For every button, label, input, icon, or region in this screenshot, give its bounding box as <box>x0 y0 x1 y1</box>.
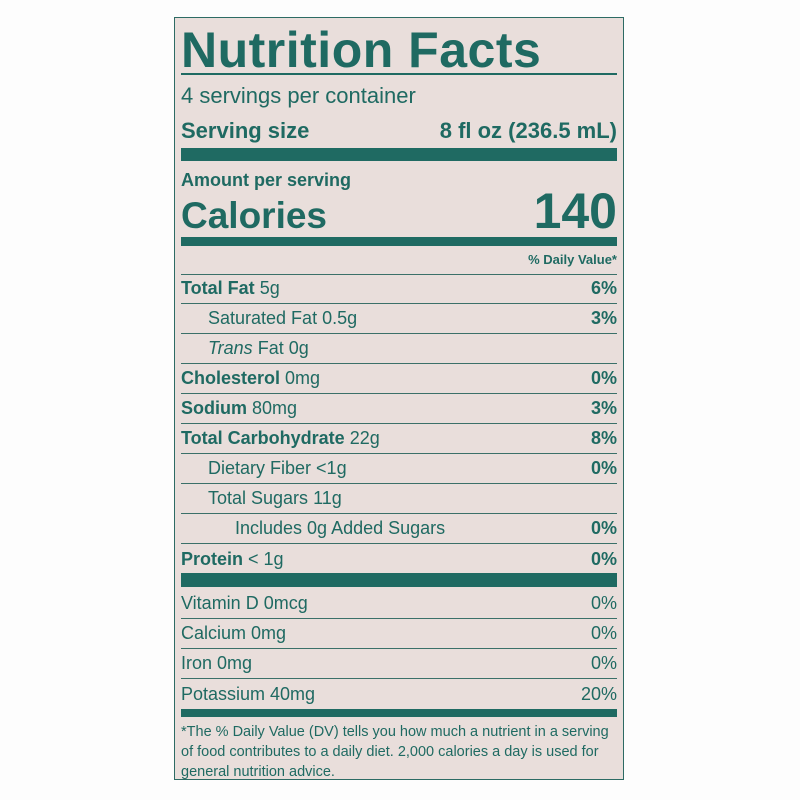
nutrient-text: Iron 0mg <box>181 653 253 673</box>
daily-value-percent: 0% <box>590 623 617 643</box>
nutrient-text: 80mg <box>252 398 298 418</box>
daily-value-percent: 6% <box>590 278 617 298</box>
nutrient-text: 0mg <box>285 368 321 388</box>
nutrient-text: Trans <box>208 338 253 358</box>
daily-value-percent: 3% <box>590 308 617 328</box>
daily-value-percent: 3% <box>590 398 617 418</box>
daily-value-percent: 0% <box>590 458 617 478</box>
nutrient-row-total-sugars: Total Sugars 11g <box>181 484 617 514</box>
vitamin-row-calcium: Calcium 0mg 0% <box>181 619 617 649</box>
nutrient-text: 22g <box>349 428 380 448</box>
nutrient-text: Total Carbohydrate 22g <box>181 428 380 449</box>
nutrient-row-sodium: Sodium 80mg 3% <box>181 394 617 424</box>
nutrient-text: Total Fat 5g <box>181 278 280 299</box>
thick-divider <box>181 709 617 717</box>
nutrient-row-dietary-fiber: Dietary Fiber <1g 0% <box>181 454 617 484</box>
vitamin-row-vitamin-d: Vitamin D 0mcg 0% <box>181 589 617 619</box>
nutrient-row-added-sugars: Includes 0g Added Sugars 0% <box>181 514 617 544</box>
nutrient-text: 11g <box>313 488 342 508</box>
nutrient-text: 0.5g <box>322 308 358 328</box>
nutrient-text: Sodium 80mg <box>181 398 297 419</box>
serving-size-label: Serving size <box>181 118 310 143</box>
nutrient-text: Total Fat <box>181 278 255 298</box>
daily-value-percent: 0% <box>590 368 617 388</box>
nutrient-text: Total Sugars 11g <box>208 488 342 509</box>
nutrient-text: Saturated Fat 0.5g <box>208 308 357 329</box>
daily-value-header: % Daily Value* <box>181 252 617 275</box>
daily-value-percent: 0% <box>590 548 617 569</box>
nutrient-text: Protein < 1g <box>181 549 284 570</box>
thick-divider <box>181 573 617 587</box>
nutrient-text: < 1g <box>248 548 284 569</box>
nutrient-text: Cholesterol 0mg <box>181 368 320 389</box>
nutrient-row-total-carbohydrate: Total Carbohydrate 22g 8% <box>181 424 617 454</box>
nutrient-text: 0g <box>288 338 309 358</box>
title: Nutrition Facts <box>181 22 542 78</box>
nutrient-row-trans-fat: Trans Fat 0g <box>181 334 617 364</box>
amount-per-serving: Amount per serving <box>181 170 352 190</box>
calories-label: Calories <box>181 195 328 236</box>
daily-value-percent: 0% <box>590 593 617 613</box>
serving-size: Serving size 8 fl oz (236.5 mL) <box>181 118 617 144</box>
divider <box>181 73 617 75</box>
nutrient-text: Cholesterol <box>181 368 281 388</box>
daily-value-percent: 0% <box>590 653 617 673</box>
nutrient-text: Fat <box>257 338 284 358</box>
nutrient-text: 5g <box>259 278 280 298</box>
nutrient-text: Vitamin D 0mcg <box>181 593 308 613</box>
nutrient-text: Calcium 0mg <box>181 623 287 643</box>
nutrient-row-saturated-fat: Saturated Fat 0.5g 3% <box>181 304 617 334</box>
nutrient-text: Dietary Fiber <box>208 458 312 478</box>
daily-value-percent: 0% <box>590 518 617 538</box>
serving-size-value: 8 fl oz (236.5 mL) <box>439 118 617 143</box>
nutrient-row-protein: Protein < 1g 0% <box>181 544 617 574</box>
nutrient-row-cholesterol: Cholesterol 0mg 0% <box>181 364 617 394</box>
nutrient-row-total-fat: Total Fat 5g 6% <box>181 274 617 304</box>
servings-per-container: 4 servings per container <box>181 83 416 108</box>
nutrient-text: Total Carbohydrate <box>181 428 345 448</box>
footnote: *The % Daily Value (DV) tells you how mu… <box>181 724 609 780</box>
daily-value-percent: 20% <box>580 683 617 704</box>
nutrient-text: Potassium 40mg <box>181 683 316 704</box>
nutrient-text: Protein <box>181 548 244 569</box>
nutrient-text: Trans Fat 0g <box>208 338 309 359</box>
thick-divider <box>181 148 617 161</box>
nutrient-text: Sodium <box>181 398 247 418</box>
nutrient-text: Saturated Fat <box>208 308 318 328</box>
nutrition-facts-panel: Nutrition Facts 4 servings per container… <box>174 17 624 780</box>
nutrient-text: Dietary Fiber <1g <box>208 458 347 479</box>
vitamin-row-iron: Iron 0mg 0% <box>181 649 617 679</box>
vitamin-row-potassium: Potassium 40mg 20% <box>181 679 617 709</box>
calories-row: Calories 140 <box>181 182 617 238</box>
nutrient-text: <1g <box>316 458 347 478</box>
nutrient-text: Includes 0g Added Sugars <box>235 518 446 538</box>
calories-value: 140 <box>533 183 617 239</box>
nutrient-text: Total Sugars <box>208 488 309 508</box>
thick-divider <box>181 237 617 246</box>
daily-value-percent: 8% <box>590 428 617 448</box>
